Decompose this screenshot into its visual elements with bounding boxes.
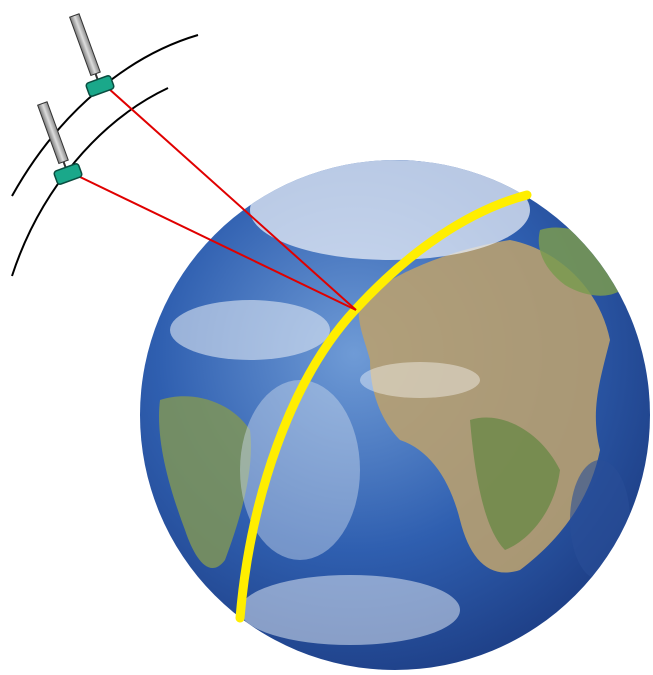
solar-panel xyxy=(38,102,69,164)
sea xyxy=(570,460,630,580)
satellite-body xyxy=(53,163,82,185)
cloud xyxy=(240,575,460,645)
satellite-body xyxy=(85,75,114,97)
cloud xyxy=(170,300,330,360)
satellite xyxy=(62,11,114,97)
orbit xyxy=(12,35,198,196)
solar-panel xyxy=(70,14,101,76)
cloud xyxy=(240,380,360,560)
page: {} xyxy=(0,0,653,675)
diagram xyxy=(0,0,653,675)
cloud xyxy=(360,362,480,398)
earth xyxy=(140,160,650,670)
